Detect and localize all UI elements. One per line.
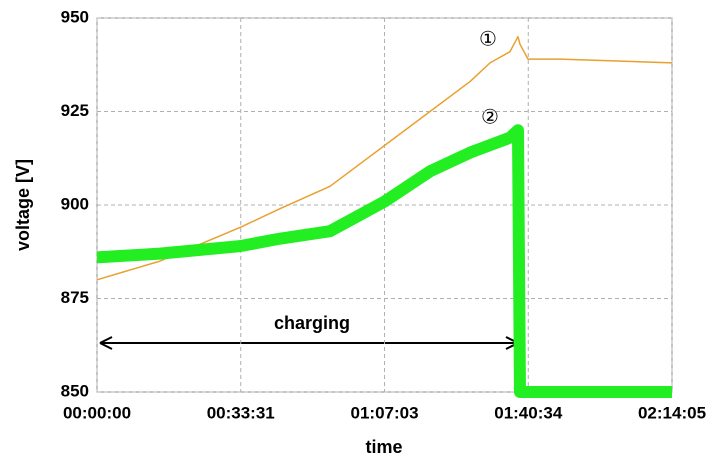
x-tick-label: 02:14:05	[638, 403, 706, 422]
annotation: ①	[479, 28, 497, 50]
x-tick-label: 01:40:34	[494, 403, 563, 422]
x-tick-label: 00:00:00	[63, 403, 131, 422]
y-tick-label: 850	[61, 381, 89, 400]
annotation: ②	[481, 106, 499, 128]
y-tick-label: 875	[61, 288, 89, 307]
charging-arrow	[99, 336, 519, 350]
y-axis-label: voltage [V]	[13, 159, 33, 251]
y-tick-label: 900	[61, 194, 89, 213]
x-tick-label: 01:07:03	[351, 403, 419, 422]
y-tick-label: 925	[61, 101, 89, 120]
series-line	[96, 35, 673, 281]
y-tick-label: 950	[61, 7, 89, 26]
series-line	[96, 124, 672, 398]
x-tick-label: 00:33:31	[207, 403, 275, 422]
annotation: charging	[274, 313, 350, 333]
x-axis-label: time	[365, 437, 402, 457]
